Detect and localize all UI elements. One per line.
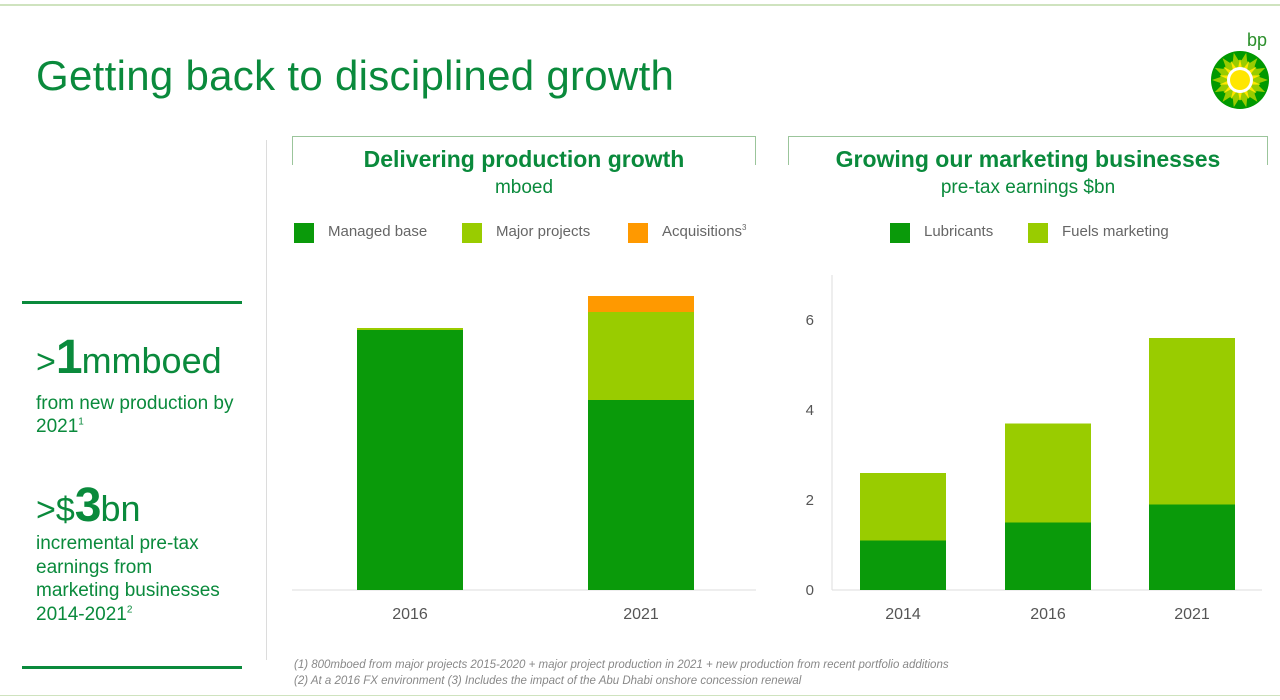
production-panel-header	[292, 136, 756, 165]
kpi-earnings-note: 2	[126, 604, 133, 616]
legend-swatch-major-projects	[462, 223, 482, 243]
bar-2016-lubricants	[1005, 522, 1091, 590]
column-divider	[266, 140, 267, 660]
production-panel-subtitle: mboed	[494, 177, 554, 198]
kpi-earnings-desc-text: incremental pre-tax earnings from market…	[36, 533, 220, 625]
bar-2021-acquisitions	[588, 296, 694, 312]
marketing-panel-subtitle: pre-tax earnings $bn	[940, 177, 1116, 198]
y-tick-label-4: 4	[806, 402, 814, 419]
top-rule	[0, 4, 1280, 6]
bar-2016-major-projects	[357, 328, 463, 330]
kpi-earnings: >$3bn	[36, 478, 141, 533]
x-tick-label-2016: 2016	[1030, 606, 1066, 623]
kpi-production: >1mmboed	[36, 330, 222, 385]
bottom-rule	[0, 695, 1280, 696]
marketing-panel-title: Growing our marketing businesses	[835, 146, 1221, 172]
bar-2021-lubricants	[1149, 504, 1235, 590]
kpi-production-description: from new production by 20211	[36, 392, 236, 438]
legend-acquisitions-note: 3	[742, 223, 747, 232]
helios-sunflower-icon	[1211, 51, 1269, 109]
bar-2014-lubricants	[860, 540, 946, 590]
bar-2021-major-projects	[588, 312, 694, 400]
legend-label-major-projects: Major projects	[496, 223, 591, 240]
kpi-production-note: 1	[78, 416, 84, 428]
kpi-production-prefix: >	[36, 343, 56, 381]
footnote-1: (1) 800mboed from major projects 2015-20…	[294, 659, 949, 671]
marketing-panel-header	[788, 136, 1268, 165]
x-tick-label-2014: 2014	[885, 606, 921, 623]
kpi-earnings-description: incremental pre-tax earnings from market…	[36, 532, 236, 626]
bp-logo-text: bp	[1247, 30, 1268, 50]
kpi-earnings-value: 3	[74, 479, 102, 532]
legend-acquisitions-text: Acquisitions	[662, 223, 743, 240]
y-tick-label-6: 6	[806, 312, 814, 329]
production-panel-title: Delivering production growth	[363, 146, 685, 172]
legend-label-managed-base: Managed base	[328, 223, 428, 240]
bar-2021-managed-base	[588, 400, 694, 590]
y-tick-label-2: 2	[806, 492, 814, 509]
bar-2016-fuels-marketing	[1005, 423, 1091, 523]
kpi-production-desc-text: from new production by 2021	[36, 393, 234, 437]
x-tick-label-2016: 2016	[392, 606, 428, 623]
bar-2021-fuels-marketing	[1149, 338, 1235, 505]
legend-swatch-fuels-marketing	[1028, 223, 1048, 243]
footnote-2: (2) At a 2016 FX environment (3) Include…	[294, 675, 802, 687]
x-tick-label-2021: 2021	[1174, 606, 1210, 623]
bar-2016-managed-base	[357, 330, 463, 590]
legend-swatch-lubricants	[890, 223, 910, 243]
sidebar-top-rule	[22, 301, 242, 304]
x-tick-label-2021: 2021	[623, 606, 659, 623]
legend-label-fuels-marketing: Fuels marketing	[1062, 223, 1169, 240]
sidebar-bottom-rule	[22, 666, 242, 669]
kpi-earnings-unit: bn	[100, 488, 141, 529]
kpi-production-value: 1	[55, 331, 83, 384]
legend-label-lubricants: Lubricants	[924, 223, 994, 240]
page-title: Getting back to disciplined growth	[36, 52, 675, 99]
legend-swatch-managed-base	[294, 223, 314, 243]
kpi-production-unit: mmboed	[81, 340, 222, 381]
kpi-earnings-prefix: >$	[36, 491, 75, 529]
legend-label-acquisitions: Acquisitions3	[662, 223, 747, 240]
legend-swatch-acquisitions	[628, 223, 648, 243]
bar-2014-fuels-marketing	[860, 473, 946, 541]
y-tick-label-0: 0	[806, 582, 814, 599]
